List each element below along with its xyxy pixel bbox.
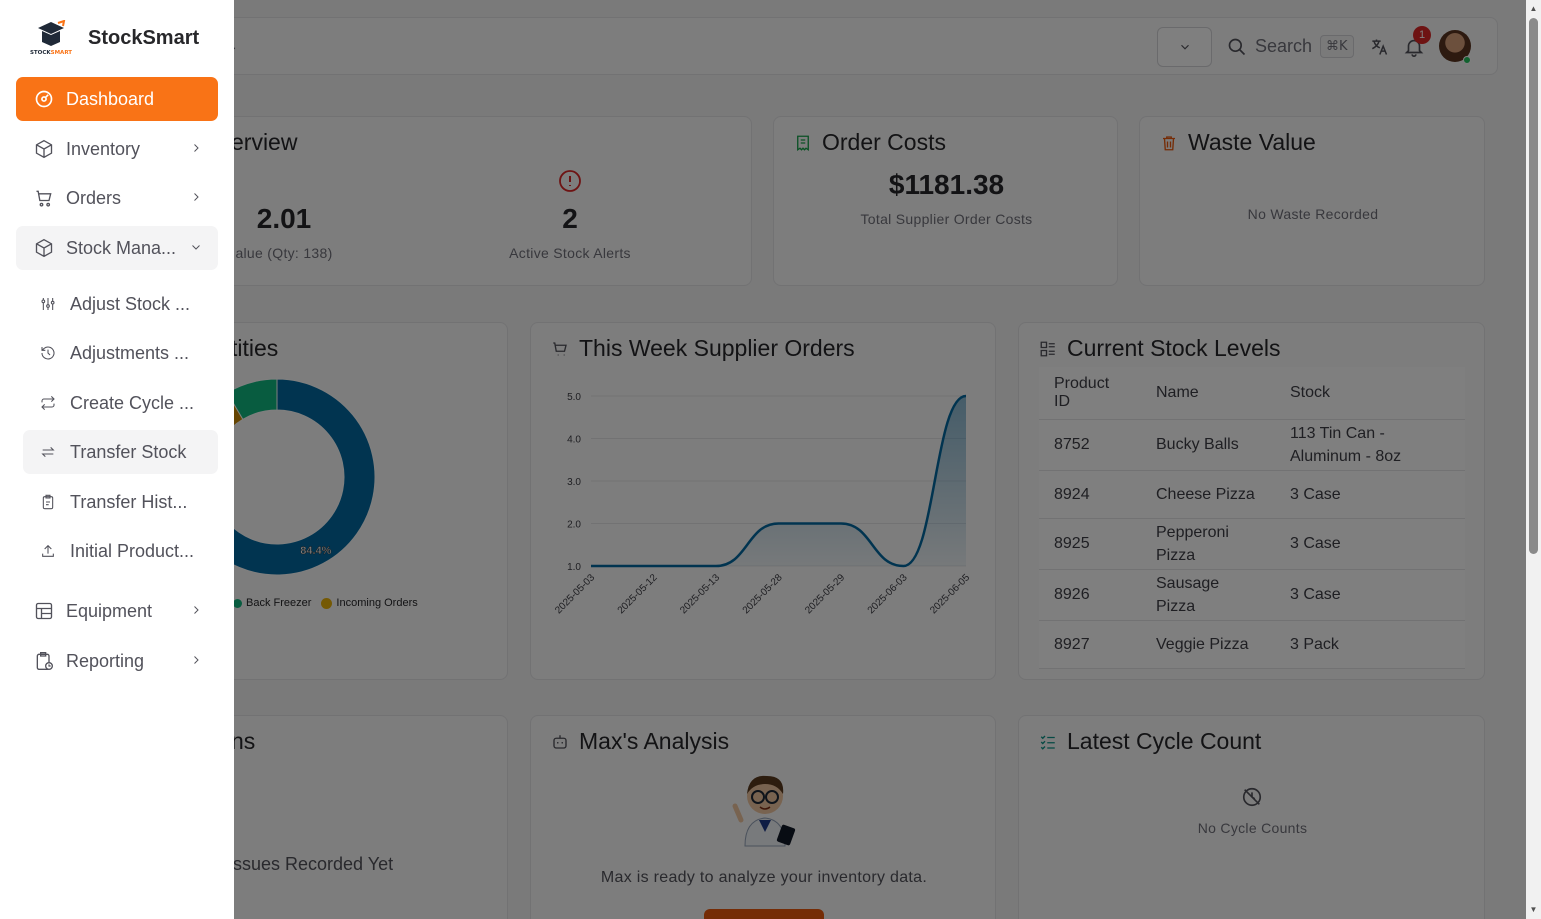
sidebar-item-label: Orders <box>66 187 122 208</box>
clipboard-icon <box>42 494 54 510</box>
sidebar-subitem-label: Transfer Hist... <box>70 491 188 512</box>
stocksmart-logo: STOCKSMART <box>30 20 72 56</box>
sidebar-item-stock-management[interactable]: Stock Mana... <box>16 226 218 270</box>
sidebar-item-orders[interactable]: Orders <box>16 176 218 220</box>
sidebar-item-inventory[interactable]: Inventory <box>16 127 218 171</box>
sidebar-subitem-label: Transfer Stock <box>70 441 187 462</box>
box-icon <box>35 139 53 159</box>
sidebar-subitem-label: Initial Product... <box>70 540 195 561</box>
sidebar-item-label: Dashboard <box>66 88 155 109</box>
sidebar-subitem-transfer-history[interactable]: Transfer Hist... <box>23 480 218 524</box>
box-icon <box>35 238 53 258</box>
chevron-right-icon <box>194 144 199 152</box>
sidebar-subitem-label: Adjust Stock ... <box>70 293 191 314</box>
sidebar-item-dashboard[interactable]: Dashboard <box>16 77 218 121</box>
sliders-icon <box>41 298 55 310</box>
sidebar-item-equipment[interactable]: Equipment <box>16 589 218 633</box>
history-icon <box>41 346 55 360</box>
sidebar-subitem-initial-product[interactable]: Initial Product... <box>23 529 218 573</box>
brand[interactable]: STOCKSMART StockSmart <box>30 20 199 56</box>
repeat-icon <box>41 395 55 411</box>
clipboard-chart-icon <box>36 652 53 670</box>
chevron-down-icon <box>192 245 200 250</box>
sidebar-item-label: Reporting <box>66 650 145 671</box>
sidebar-subitem-label: Create Cycle ... <box>70 392 195 413</box>
chevron-right-icon <box>194 606 199 614</box>
sidebar: STOCKSMART StockSmart Dashboard Inventor… <box>0 0 234 919</box>
sidebar-subitem-label: Adjustments ... <box>70 342 190 363</box>
sidebar-item-label: Equipment <box>66 600 153 621</box>
transfer-icon <box>41 446 55 458</box>
scroll-down-arrow[interactable]: ▼ <box>1529 905 1538 914</box>
gauge-icon <box>35 90 53 108</box>
sidebar-subitem-transfer-stock[interactable]: Transfer Stock <box>23 430 218 474</box>
chevron-right-icon <box>194 656 199 664</box>
sidebar-item-label: Inventory <box>66 138 141 159</box>
sidebar-item-reporting[interactable]: Reporting <box>16 639 218 683</box>
layout-icon <box>35 602 53 620</box>
brand-name: StockSmart <box>88 26 200 49</box>
chevron-right-icon <box>194 193 199 201</box>
sidebar-subitem-adjust-stock[interactable]: Adjust Stock ... <box>23 282 218 326</box>
svg-text:STOCKSMART: STOCKSMART <box>30 50 72 56</box>
sidebar-subitem-adjustments[interactable]: Adjustments ... <box>23 331 218 375</box>
sidebar-subitem-create-cycle[interactable]: Create Cycle ... <box>23 381 218 425</box>
upload-icon <box>42 544 54 557</box>
scroll-up-arrow[interactable]: ▲ <box>1529 4 1538 13</box>
scroll-thumb[interactable] <box>1529 18 1538 554</box>
sidebar-item-label: Stock Mana... <box>66 237 177 258</box>
cart-icon <box>36 190 52 207</box>
page-scrollbar[interactable]: ▲ ▼ <box>1526 0 1541 919</box>
